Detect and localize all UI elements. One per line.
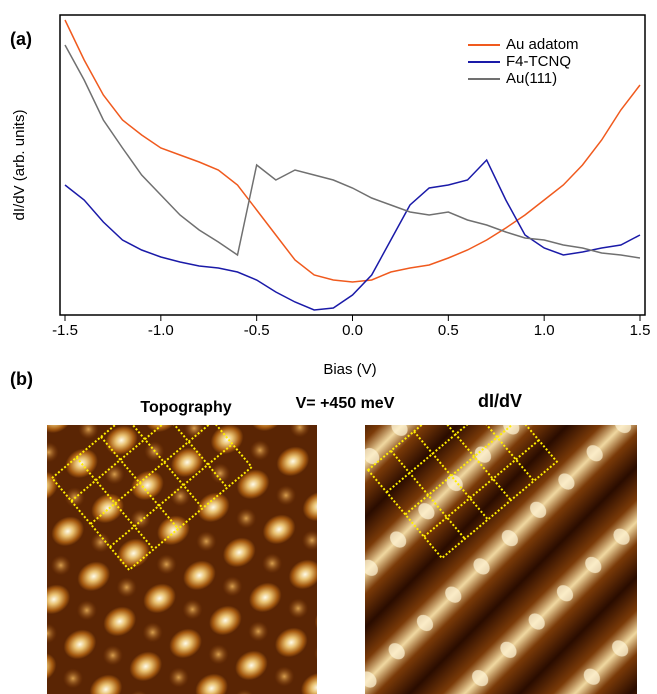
legend-label: Au adatom bbox=[506, 36, 579, 53]
series-line bbox=[64, 19, 641, 283]
x-tick-label: -0.5 bbox=[244, 322, 270, 339]
image-title: Topography bbox=[140, 399, 231, 416]
x-tick-label: -1.5 bbox=[52, 322, 78, 339]
x-tick-label: 1.0 bbox=[534, 322, 555, 339]
x-axis-label: Bias (V) bbox=[323, 361, 376, 378]
x-tick-label: -1.0 bbox=[148, 322, 174, 339]
legend-label: Au(111) bbox=[506, 70, 557, 87]
image-title: dI/dV bbox=[478, 391, 522, 411]
x-tick-label: 0.0 bbox=[342, 322, 363, 339]
bias-label: V= +450 meV bbox=[296, 395, 395, 412]
didv-image bbox=[365, 425, 637, 694]
panel-label: (a) bbox=[10, 29, 32, 49]
y-axis-label: dI/dV (arb. units) bbox=[11, 110, 28, 221]
series-line bbox=[64, 158, 641, 311]
series-line bbox=[64, 44, 641, 259]
legend-label: F4-TCNQ bbox=[506, 53, 571, 70]
x-tick-label: 1.5 bbox=[630, 322, 651, 339]
panel-label: (b) bbox=[10, 369, 33, 389]
topography-image bbox=[47, 425, 317, 694]
x-tick-label: 0.5 bbox=[438, 322, 459, 339]
